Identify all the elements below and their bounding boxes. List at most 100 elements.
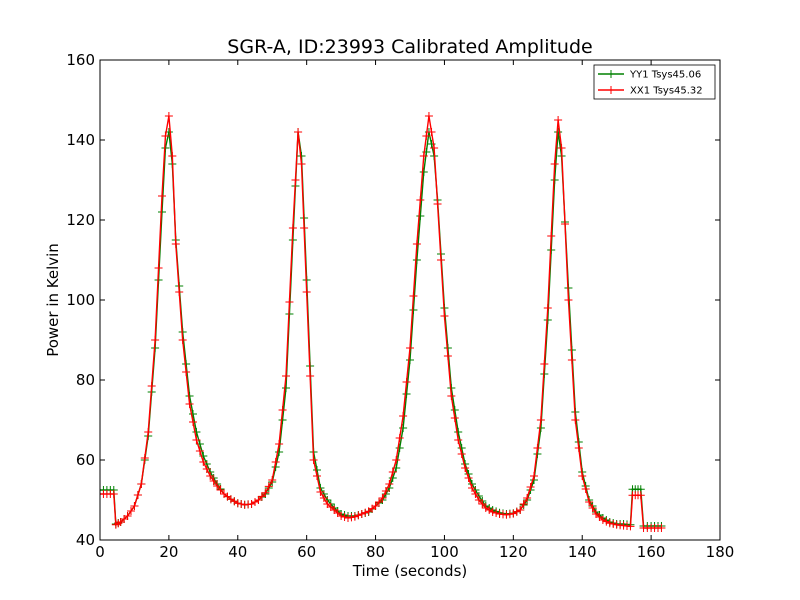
legend: YY1 Tsys45.06 XX1 Tsys45.32 [593, 64, 716, 100]
x-tick-label: 60 [297, 543, 316, 561]
data-point [378, 494, 387, 502]
x-tick-label: 140 [568, 543, 597, 561]
data-point [471, 490, 480, 498]
data-point [540, 360, 549, 368]
data-point [419, 152, 428, 160]
data-point [554, 128, 563, 136]
x-tick-label: 100 [430, 543, 459, 561]
data-point [182, 368, 191, 376]
data-point [409, 306, 418, 314]
data-point [371, 502, 380, 510]
data-point [454, 436, 463, 444]
data-point [399, 412, 408, 420]
data-point [550, 160, 559, 168]
y-tick-label: 160 [66, 51, 95, 69]
x-tick-label: 80 [366, 543, 385, 561]
data-point [427, 128, 436, 136]
data-point [478, 500, 487, 508]
data-point [406, 344, 414, 352]
legend-label-yy1-tsys45-06: YY1 Tsys45.06 [629, 70, 701, 81]
data-point [492, 509, 501, 517]
data-point [519, 500, 528, 508]
data-point [450, 406, 459, 414]
data-point [347, 513, 356, 522]
data-point [189, 410, 197, 418]
data-point [571, 416, 580, 424]
data-point [309, 456, 318, 464]
data-point [216, 486, 225, 494]
data-point [233, 499, 242, 508]
x-tick-label: 20 [159, 543, 178, 561]
data-point [561, 220, 569, 228]
data-point [237, 500, 246, 508]
data-point [130, 502, 139, 510]
y-tick-label: 40 [76, 531, 95, 549]
legend-label-xx1-tsys45-32: XX1 Tsys45.32 [630, 86, 703, 97]
data-point [512, 507, 521, 516]
data-point [278, 416, 287, 424]
data-point [189, 418, 197, 426]
data-point [158, 192, 166, 200]
data-point [271, 458, 280, 466]
data-point [261, 488, 270, 497]
data-point [533, 444, 542, 452]
data-point [412, 240, 421, 248]
data-point [109, 490, 118, 498]
data-point [395, 444, 404, 452]
data-point [454, 428, 463, 436]
data-point [450, 414, 459, 422]
data-point [636, 491, 645, 500]
data-point [300, 224, 309, 232]
data-point [282, 384, 290, 392]
data-point [357, 510, 366, 518]
data-point [564, 296, 573, 304]
data-point [185, 400, 194, 408]
data-point [316, 488, 325, 496]
data-point [424, 112, 433, 120]
y-tick-label: 80 [76, 371, 95, 389]
data-point [133, 491, 142, 499]
data-point [361, 508, 370, 517]
data-point [313, 472, 321, 480]
data-point [164, 112, 173, 120]
data-point [337, 512, 346, 520]
data-point [557, 144, 566, 152]
data-point [127, 507, 135, 515]
data-point [209, 477, 218, 485]
data-point [402, 378, 411, 386]
data-point [291, 176, 300, 184]
data-point [192, 436, 201, 444]
data-point [430, 144, 439, 152]
data-point [447, 392, 456, 400]
data-point [422, 132, 431, 140]
data-point [526, 483, 535, 491]
data-point [578, 472, 587, 480]
data-point [247, 500, 256, 508]
data-point [516, 506, 525, 514]
data-point [264, 482, 273, 491]
legend-marker-yy1-tsys45-06 [607, 70, 615, 78]
data-point [344, 514, 352, 522]
x-tick-label: 180 [706, 543, 735, 561]
data-point [554, 116, 563, 124]
x-axis-label: Time (seconds) [352, 562, 468, 580]
data-point [440, 312, 449, 320]
data-point [268, 476, 277, 484]
data-point [275, 440, 284, 448]
series-markers-xx1-tsys45-32 [100, 112, 666, 532]
data-point [474, 496, 483, 504]
data-point [598, 516, 607, 524]
y-tick-label: 140 [66, 131, 95, 149]
data-point [567, 356, 576, 364]
data-point [419, 168, 428, 176]
data-point [657, 524, 666, 532]
data-point [285, 298, 294, 306]
data-point [206, 472, 215, 480]
data-point [488, 508, 497, 516]
data-point [481, 504, 490, 512]
data-point [626, 522, 635, 531]
data-point [412, 256, 421, 264]
data-point [278, 406, 287, 414]
